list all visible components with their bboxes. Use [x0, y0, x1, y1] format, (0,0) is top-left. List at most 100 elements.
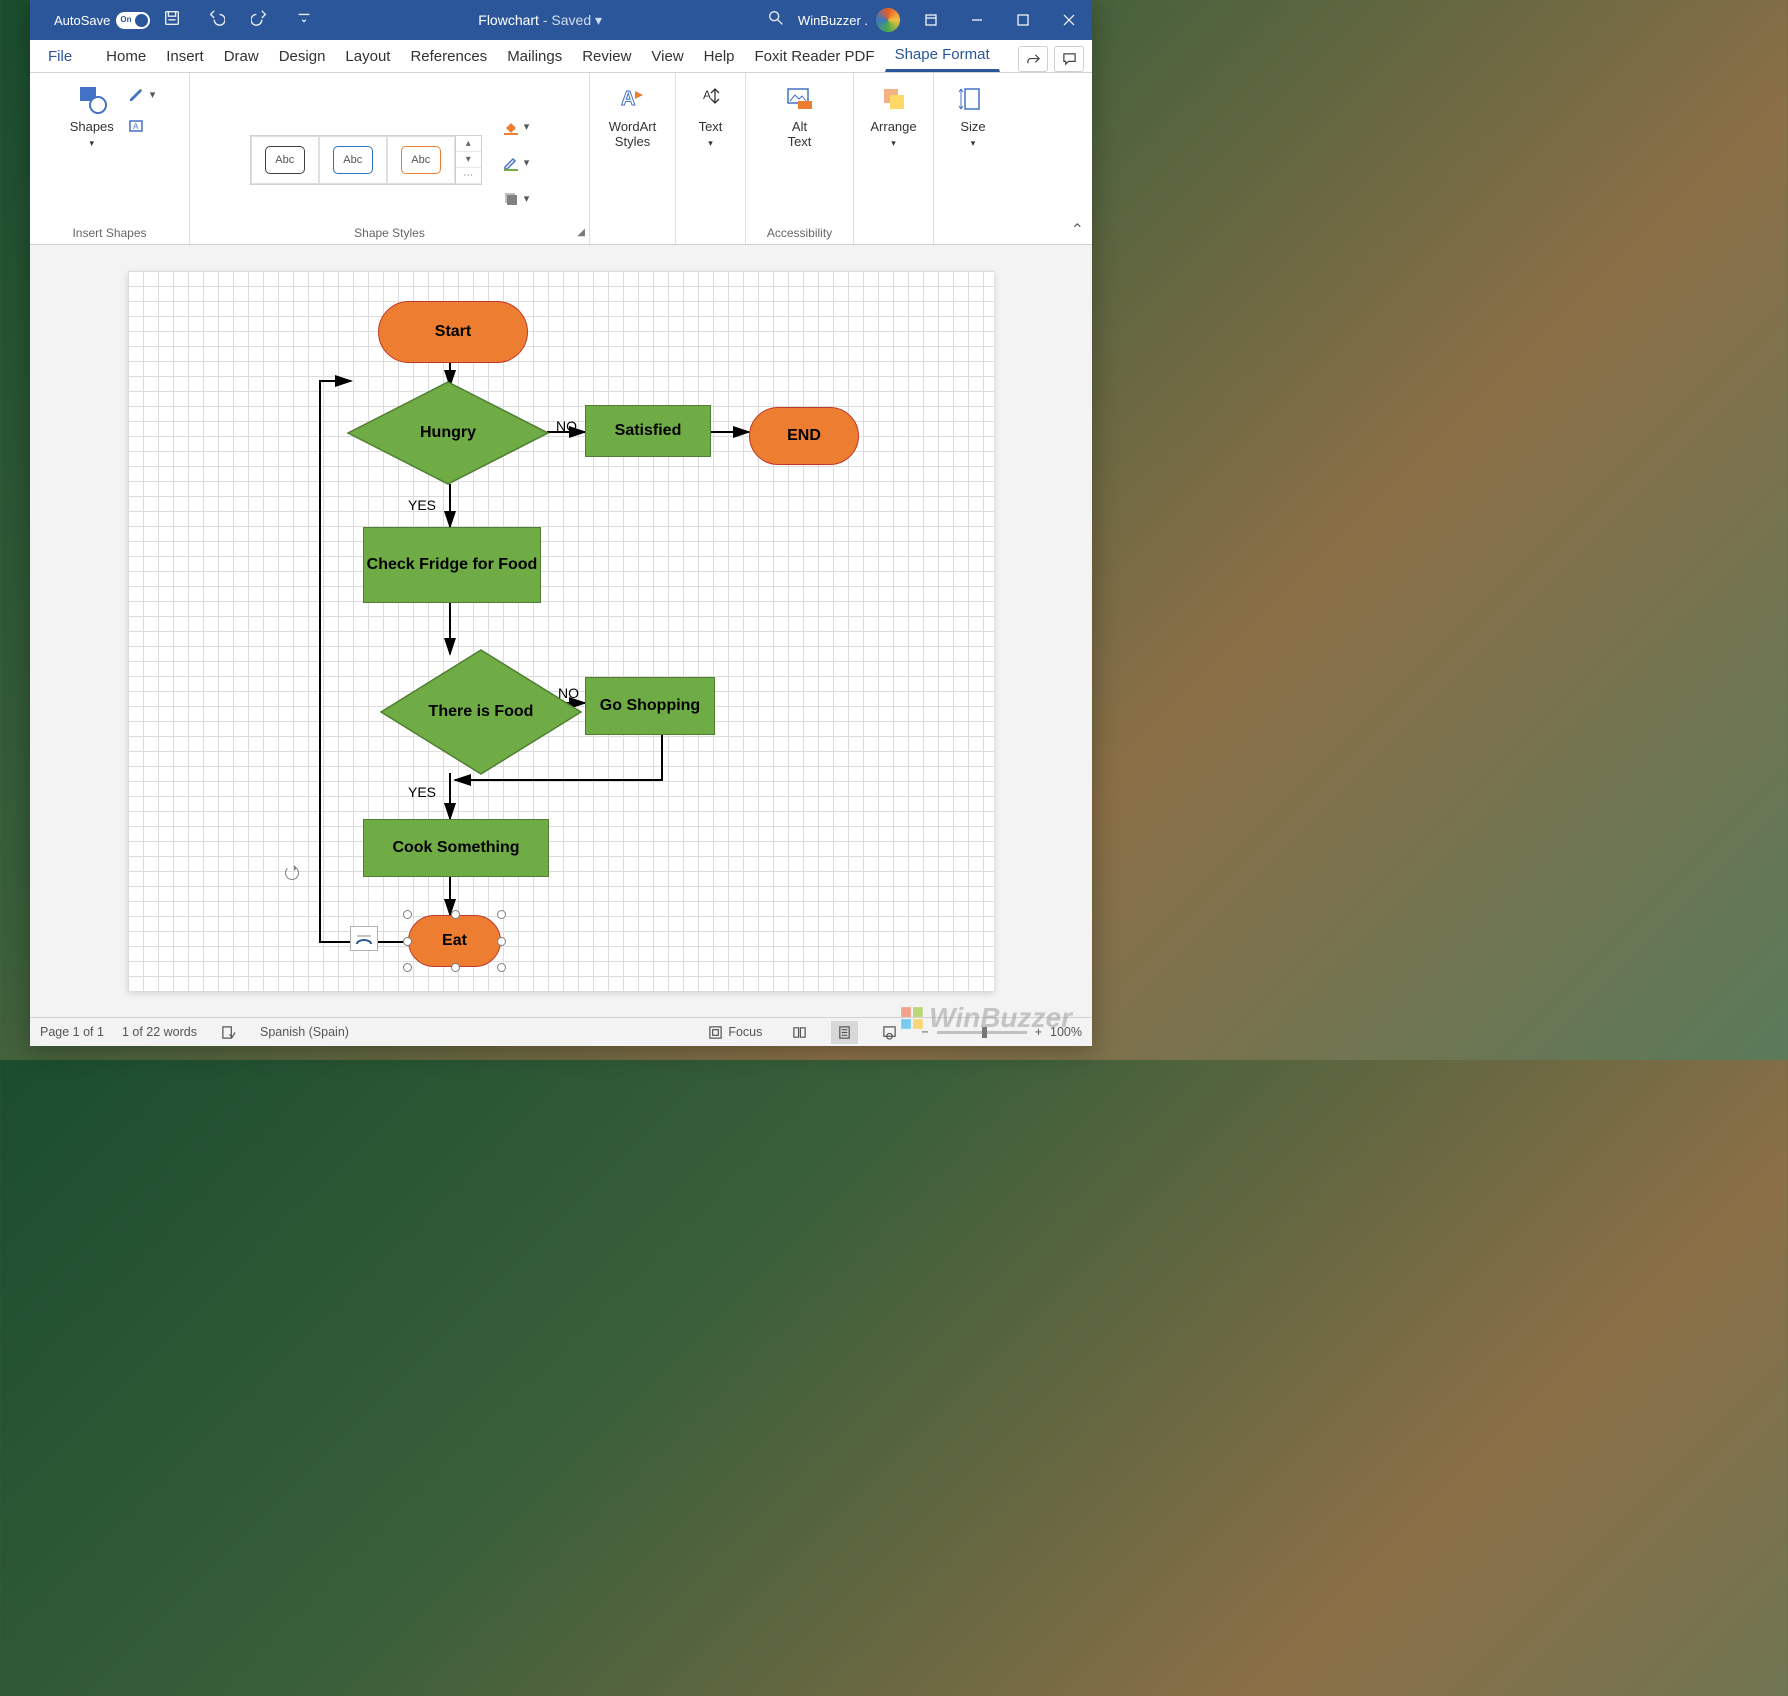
tab-shape-format[interactable]: Shape Format: [885, 39, 1000, 72]
selection-handle[interactable]: [403, 963, 412, 972]
autosave-label: AutoSave: [54, 13, 110, 28]
group-label: Accessibility: [746, 226, 853, 240]
maximize-icon[interactable]: [1000, 0, 1046, 40]
text-button[interactable]: A Text▾: [689, 79, 733, 153]
titlebar: AutoSave On Flowchart - Saved ▾ WinBuzze…: [30, 0, 1092, 40]
shape-fill-icon[interactable]: ▾: [502, 118, 530, 136]
svg-text:A: A: [133, 122, 139, 131]
edge-label: YES: [408, 497, 436, 513]
edge-label: YES: [408, 784, 436, 800]
page-indicator[interactable]: Page 1 of 1: [40, 1025, 104, 1039]
tab-help[interactable]: Help: [694, 41, 745, 72]
tab-review[interactable]: Review: [572, 41, 641, 72]
web-layout-icon[interactable]: [876, 1021, 903, 1044]
selection-handle[interactable]: [403, 910, 412, 919]
document-area[interactable]: NOYESNOYESStartHungrySatisfiedENDCheck F…: [30, 245, 1092, 1017]
tab-mailings[interactable]: Mailings: [497, 41, 572, 72]
flowchart-node-shopping[interactable]: Go Shopping: [585, 677, 715, 735]
tab-home[interactable]: Home: [96, 41, 156, 72]
shape-effects-icon[interactable]: ▾: [502, 190, 530, 208]
flowchart-canvas[interactable]: [128, 271, 994, 1017]
edit-shape-icon[interactable]: ▾: [128, 85, 156, 103]
search-icon[interactable]: [754, 9, 798, 31]
tab-view[interactable]: View: [641, 41, 693, 72]
language-indicator[interactable]: Spanish (Spain): [260, 1025, 349, 1039]
page[interactable]: NOYESNOYESStartHungrySatisfiedENDCheck F…: [128, 271, 994, 991]
flowchart-node-hungry[interactable]: Hungry: [348, 382, 548, 484]
tab-foxit[interactable]: Foxit Reader PDF: [745, 41, 885, 72]
share-icon[interactable]: [1018, 46, 1048, 72]
autosave-toggle[interactable]: AutoSave On: [54, 12, 150, 29]
zoom-value[interactable]: 100%: [1050, 1025, 1082, 1039]
group-label: Shape Styles: [190, 226, 589, 240]
selection-handle[interactable]: [497, 937, 506, 946]
arrange-button[interactable]: Arrange▾: [864, 79, 922, 153]
ribbon-display-icon[interactable]: [908, 0, 954, 40]
rotate-handle[interactable]: [285, 866, 299, 880]
toggle-switch[interactable]: On: [116, 12, 150, 29]
size-button[interactable]: Size▾: [951, 79, 995, 153]
shape-outline-icon[interactable]: ▾: [502, 154, 530, 172]
group-text: A Text▾: [676, 73, 746, 244]
selection-handle[interactable]: [451, 963, 460, 972]
group-arrange: Arrange▾: [854, 73, 934, 244]
zoom-in-icon[interactable]: +: [1035, 1025, 1042, 1039]
focus-button[interactable]: Focus: [702, 1021, 768, 1044]
alt-text-button[interactable]: Alt Text: [778, 79, 822, 153]
selection-handle[interactable]: [497, 910, 506, 919]
flowchart-node-satisfied[interactable]: Satisfied: [585, 405, 711, 457]
text-box-icon[interactable]: A: [128, 117, 156, 135]
tab-references[interactable]: References: [400, 41, 497, 72]
flowchart-node-end[interactable]: END: [749, 407, 859, 465]
close-icon[interactable]: [1046, 0, 1092, 40]
tab-design[interactable]: Design: [269, 41, 336, 72]
avatar: [876, 8, 900, 32]
document-title: Flowchart - Saved ▾: [326, 12, 754, 29]
group-wordart: A WordArt Styles: [590, 73, 676, 244]
selection-handle[interactable]: [497, 963, 506, 972]
gallery-more[interactable]: ▴▾⋯: [455, 136, 481, 184]
word-window: AutoSave On Flowchart - Saved ▾ WinBuzze…: [30, 0, 1092, 1046]
comments-icon[interactable]: [1054, 46, 1084, 72]
group-shape-styles: Abc Abc Abc ▴▾⋯ ▾ ▾ ▾ Shape Styles ◢: [190, 73, 590, 244]
selection-handle[interactable]: [451, 910, 460, 919]
minimize-icon[interactable]: [954, 0, 1000, 40]
user-name: WinBuzzer .: [798, 13, 868, 28]
user-account[interactable]: WinBuzzer .: [798, 8, 900, 32]
ribbon-tabs: File Home Insert Draw Design Layout Refe…: [30, 40, 1092, 73]
tab-insert[interactable]: Insert: [156, 41, 214, 72]
flowchart-node-checkfridge[interactable]: Check Fridge for Food: [363, 527, 541, 603]
zoom-control[interactable]: − + 100%: [921, 1025, 1082, 1039]
edge-label: NO: [556, 418, 577, 434]
zoom-out-icon[interactable]: −: [921, 1025, 928, 1039]
selection-handle[interactable]: [403, 937, 412, 946]
group-accessibility: Alt Text Accessibility: [746, 73, 854, 244]
dialog-launcher-icon[interactable]: ◢: [577, 227, 585, 238]
flowchart-node-eat[interactable]: Eat: [408, 915, 501, 967]
flowchart-node-therefood[interactable]: There is Food: [381, 650, 581, 774]
tab-layout[interactable]: Layout: [335, 41, 400, 72]
zoom-slider[interactable]: [937, 1031, 1027, 1034]
tab-file[interactable]: File: [38, 41, 82, 72]
redo-icon[interactable]: [238, 9, 282, 31]
qat-more-icon[interactable]: [282, 9, 326, 31]
shapes-button[interactable]: Shapes ▾: [64, 79, 120, 153]
layout-options-icon[interactable]: [350, 926, 378, 951]
style-gallery[interactable]: Abc Abc Abc ▴▾⋯: [250, 135, 482, 185]
tab-draw[interactable]: Draw: [214, 41, 269, 72]
flowchart-node-start[interactable]: Start: [378, 301, 528, 363]
collapse-ribbon-icon[interactable]: ⌃: [1071, 220, 1084, 240]
flowchart-node-cook[interactable]: Cook Something: [363, 819, 549, 877]
group-label: Insert Shapes: [30, 226, 189, 240]
save-icon[interactable]: [150, 9, 194, 31]
wordart-button[interactable]: A WordArt Styles: [603, 79, 662, 153]
undo-icon[interactable]: [194, 9, 238, 31]
svg-text:A: A: [621, 88, 635, 110]
word-count[interactable]: 1 of 22 words: [122, 1025, 197, 1039]
read-mode-icon[interactable]: [786, 1021, 813, 1044]
print-layout-icon[interactable]: [831, 1021, 858, 1044]
ribbon: Shapes ▾ ▾ A Insert Shapes Abc Abc Abc ▴…: [30, 73, 1092, 245]
spellcheck-icon[interactable]: [215, 1021, 242, 1044]
group-size: Size▾: [934, 73, 1012, 244]
statusbar: Page 1 of 1 1 of 22 words Spanish (Spain…: [30, 1017, 1092, 1046]
